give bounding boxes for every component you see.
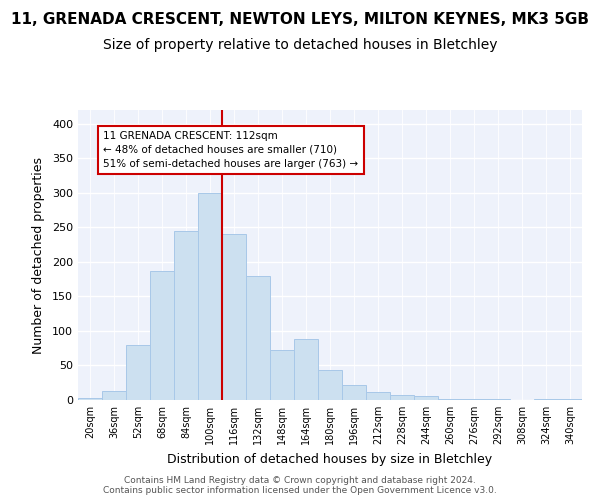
Bar — [246, 276, 270, 400]
Bar — [270, 350, 294, 400]
Text: Contains HM Land Registry data © Crown copyright and database right 2024.
Contai: Contains HM Land Registry data © Crown c… — [103, 476, 497, 495]
Bar — [174, 231, 198, 400]
Bar — [150, 271, 174, 400]
Bar — [222, 234, 246, 400]
Text: 11, GRENADA CRESCENT, NEWTON LEYS, MILTON KEYNES, MK3 5GB: 11, GRENADA CRESCENT, NEWTON LEYS, MILTO… — [11, 12, 589, 28]
Bar — [366, 392, 390, 400]
Text: Size of property relative to detached houses in Bletchley: Size of property relative to detached ho… — [103, 38, 497, 52]
Bar — [462, 398, 486, 400]
Bar — [102, 391, 126, 400]
Bar — [318, 370, 342, 400]
Bar — [414, 396, 438, 400]
Bar — [78, 398, 102, 400]
Bar — [294, 339, 318, 400]
Y-axis label: Number of detached properties: Number of detached properties — [32, 156, 45, 354]
Bar — [342, 385, 366, 400]
Bar — [126, 345, 150, 400]
Bar — [534, 398, 558, 400]
Text: 11 GRENADA CRESCENT: 112sqm
← 48% of detached houses are smaller (710)
51% of se: 11 GRENADA CRESCENT: 112sqm ← 48% of det… — [103, 130, 358, 168]
Bar — [438, 398, 462, 400]
Bar — [390, 395, 414, 400]
Bar — [198, 193, 222, 400]
X-axis label: Distribution of detached houses by size in Bletchley: Distribution of detached houses by size … — [167, 452, 493, 466]
